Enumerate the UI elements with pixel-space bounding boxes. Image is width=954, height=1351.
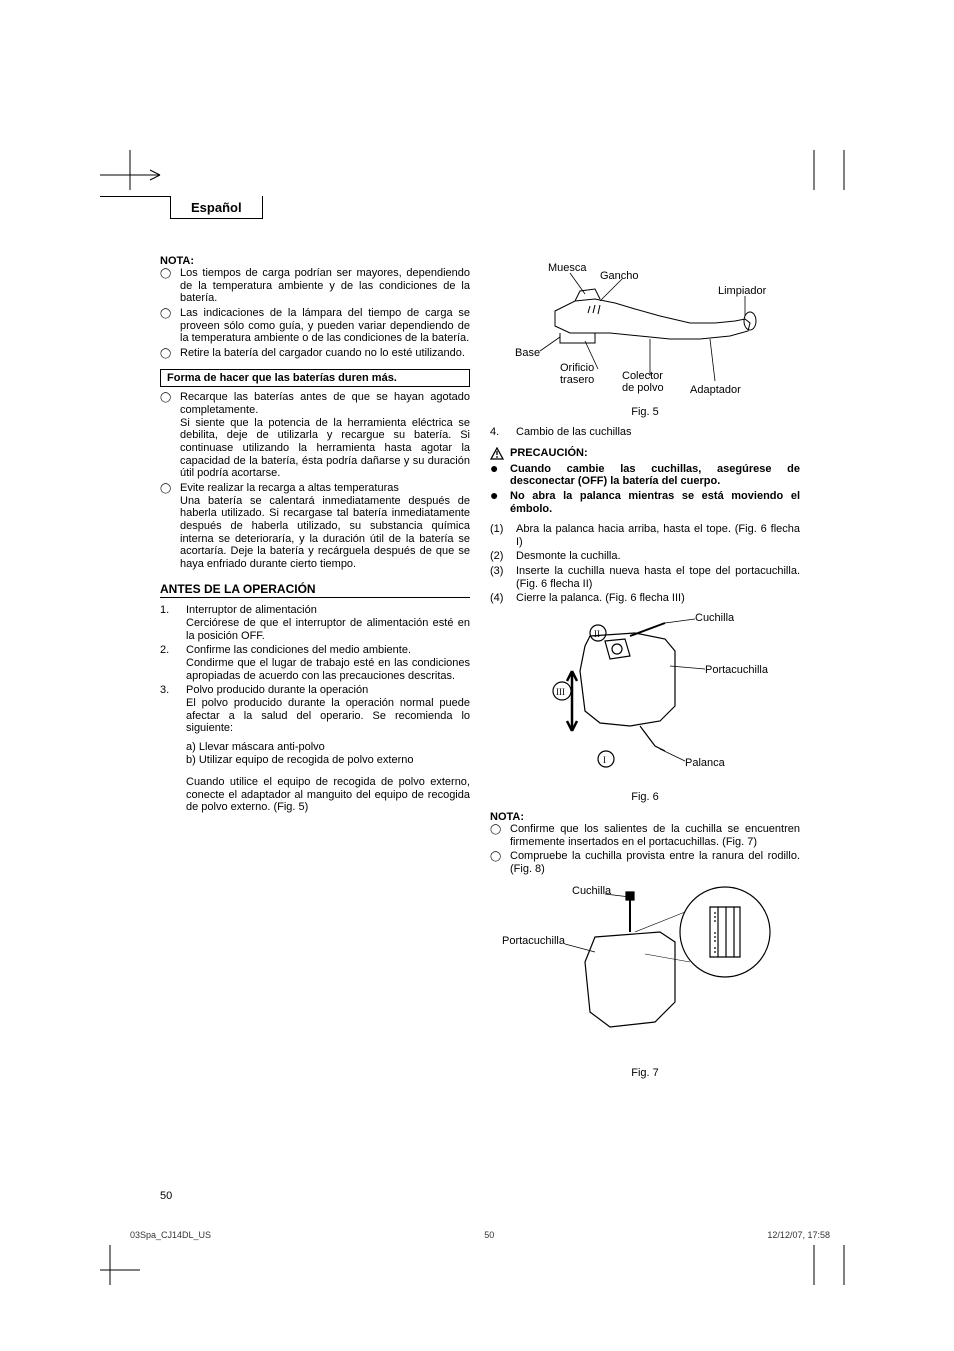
footer-left: 03Spa_CJ14DL_US	[130, 1230, 211, 1240]
fig7-caption: Fig. 7	[490, 1067, 800, 1079]
step-number: (1)	[490, 523, 516, 548]
svg-text:II: II	[594, 629, 600, 639]
dot-bullet-icon: ●	[490, 463, 510, 488]
circle-bullet-icon: ◯	[490, 850, 510, 875]
precaucion-item: No abra la palanca mientras se está movi…	[510, 490, 800, 515]
duration-list: ◯Recarque las baterías antes de que se h…	[160, 391, 470, 570]
fig5-label-colector: Colectorde polvo	[622, 370, 664, 394]
operation-item: Confirme las condiciones del medio ambie…	[186, 644, 470, 682]
figure-7: Cuchilla Portacuchilla Fig. 7	[490, 882, 800, 1079]
fig5-label-base: Base	[515, 347, 540, 359]
circle-bullet-icon: ◯	[160, 482, 180, 570]
duration-item: Evite realizar la recarga a altas temper…	[180, 482, 470, 570]
fig5-label-limpiador: Limpiador	[718, 285, 767, 297]
crop-mark-tr	[799, 150, 859, 200]
list-number: 3.	[160, 684, 186, 735]
duration-item: Recarque las baterías antes de que se ha…	[180, 391, 470, 479]
fig7-label-cuchilla: Cuchilla	[572, 885, 612, 897]
nota2-label: NOTA:	[490, 811, 800, 823]
step-text: Cierre la palanca. (Fig. 6 flecha III)	[516, 592, 800, 605]
step-number: (3)	[490, 565, 516, 590]
fig6-caption: Fig. 6	[490, 791, 800, 803]
list-number: 1.	[160, 604, 186, 642]
sub-paragraph: Cuando utilice el equipo de recogida de …	[186, 776, 470, 814]
fig6-label-cuchilla: Cuchilla	[695, 612, 735, 624]
crop-mark-br	[799, 1235, 859, 1285]
list-number: 4.	[490, 426, 516, 439]
sub-item-a: a) Llevar máscara anti-polvo	[186, 741, 470, 754]
section-heading: ANTES DE LA OPERACIÓN	[160, 582, 470, 598]
fig5-label-adaptador: Adaptador	[690, 384, 741, 396]
nota2-item: Compruebe la cuchilla provista entre la …	[510, 850, 800, 875]
operation-item: Polvo producido durante la operación El …	[186, 684, 470, 735]
nota-label: NOTA:	[160, 255, 470, 267]
step-text: Inserte la cuchilla nueva hasta el tope …	[516, 565, 800, 590]
nota2-item: Confirme que los salientes de la cuchill…	[510, 823, 800, 848]
fig6-label-porta: Portacuchilla	[705, 664, 769, 676]
nota-item: Los tiempos de carga podrían ser mayores…	[180, 267, 470, 305]
circle-bullet-icon: ◯	[160, 267, 180, 305]
boxed-heading: Forma de hacer que las baterías duren má…	[160, 369, 470, 387]
precaucion-label: PRECAUCIÓN:	[510, 447, 588, 463]
steps-list: (1)Abra la palanca hacia arriba, hasta e…	[490, 523, 800, 605]
precaucion-heading: PRECAUCIÓN:	[490, 447, 800, 463]
page-number: 50	[160, 1190, 172, 1202]
nota2-list: ◯Confirme que los salientes de la cuchil…	[490, 823, 800, 876]
nota-list: ◯Los tiempos de carga podrían ser mayore…	[160, 267, 470, 359]
figure-6: II III I Cuchilla Portacuchilla Palanca …	[490, 611, 800, 803]
fig5-label-muesca: Muesca	[548, 262, 587, 274]
circle-bullet-icon: ◯	[490, 823, 510, 848]
svg-text:III: III	[556, 687, 565, 697]
right-column: Muesca Gancho Limpiador Base Orificiotra…	[490, 255, 800, 1087]
item-4-text: Cambio de las cuchillas	[516, 426, 800, 439]
crop-mark-bl	[100, 1245, 140, 1285]
step-number: (2)	[490, 550, 516, 563]
footer-center: 50	[484, 1230, 494, 1240]
crop-mark-tl	[100, 150, 170, 200]
step-text: Desmonte la cuchilla.	[516, 550, 800, 563]
nota-item: Las indicaciones de la lámpara del tiemp…	[180, 307, 470, 345]
nota-item: Retire la batería del cargador cuando no…	[180, 347, 470, 360]
fig7-label-porta: Portacuchilla	[502, 935, 566, 947]
precaucion-list: ●Cuando cambie las cuchillas, asegúrese …	[490, 463, 800, 516]
fig5-caption: Fig. 5	[490, 406, 800, 418]
figure-5: Muesca Gancho Limpiador Base Orificiotra…	[490, 261, 800, 418]
left-column: NOTA: ◯Los tiempos de carga podrían ser …	[160, 255, 470, 1087]
svg-text:I: I	[603, 755, 606, 765]
fig5-label-orificio: Orificiotrasero	[560, 362, 594, 386]
footer: 03Spa_CJ14DL_US 50 12/12/07, 17:58	[130, 1230, 830, 1240]
footer-right: 12/12/07, 17:58	[767, 1230, 830, 1240]
item-4: 4.Cambio de las cuchillas	[490, 426, 800, 439]
list-number: 2.	[160, 644, 186, 682]
lang-rule	[100, 196, 170, 197]
circle-bullet-icon: ◯	[160, 307, 180, 345]
step-number: (4)	[490, 592, 516, 605]
fig5-label-gancho: Gancho	[600, 270, 639, 282]
operation-list: 1.Interruptor de alimentación Cerciórese…	[160, 604, 470, 734]
operation-item: Interruptor de alimentación Cerciórese d…	[186, 604, 470, 642]
circle-bullet-icon: ◯	[160, 391, 180, 479]
language-tab: Español	[170, 196, 263, 219]
circle-bullet-icon: ◯	[160, 347, 180, 360]
step-text: Abra la palanca hacia arriba, hasta el t…	[516, 523, 800, 548]
precaucion-item: Cuando cambie las cuchillas, asegúrese d…	[510, 463, 800, 488]
sub-item-b: b) Utilizar equipo de recogida de polvo …	[186, 754, 470, 767]
dot-bullet-icon: ●	[490, 490, 510, 515]
fig6-label-palanca: Palanca	[685, 757, 726, 769]
